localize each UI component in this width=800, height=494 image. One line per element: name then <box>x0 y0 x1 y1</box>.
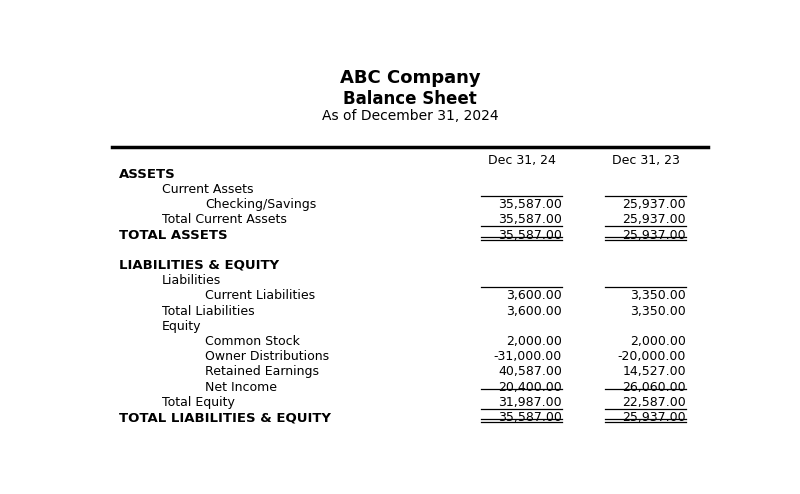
Text: Total Liabilities: Total Liabilities <box>162 305 254 318</box>
Text: 40,587.00: 40,587.00 <box>498 366 562 378</box>
Text: 3,350.00: 3,350.00 <box>630 289 686 302</box>
Text: 25,937.00: 25,937.00 <box>622 229 686 242</box>
Text: 35,587.00: 35,587.00 <box>498 198 562 211</box>
Text: Total Current Assets: Total Current Assets <box>162 213 287 226</box>
Text: 14,527.00: 14,527.00 <box>622 366 686 378</box>
Text: Balance Sheet: Balance Sheet <box>343 90 477 108</box>
Text: Owner Distributions: Owner Distributions <box>206 350 330 363</box>
Text: 26,060.00: 26,060.00 <box>622 381 686 394</box>
Text: LIABILITIES & EQUITY: LIABILITIES & EQUITY <box>118 259 278 272</box>
Text: 31,987.00: 31,987.00 <box>498 396 562 409</box>
Text: ABC Company: ABC Company <box>340 69 480 87</box>
Text: 22,587.00: 22,587.00 <box>622 396 686 409</box>
Text: Current Liabilities: Current Liabilities <box>206 289 315 302</box>
Text: 2,000.00: 2,000.00 <box>506 335 562 348</box>
Text: 3,350.00: 3,350.00 <box>630 305 686 318</box>
Text: Total Equity: Total Equity <box>162 396 235 409</box>
Text: Dec 31, 23: Dec 31, 23 <box>612 155 679 167</box>
Text: 35,587.00: 35,587.00 <box>498 213 562 226</box>
Text: Dec 31, 24: Dec 31, 24 <box>488 155 555 167</box>
Text: 3,600.00: 3,600.00 <box>506 289 562 302</box>
Text: Current Assets: Current Assets <box>162 183 254 196</box>
Text: 25,937.00: 25,937.00 <box>622 198 686 211</box>
Text: As of December 31, 2024: As of December 31, 2024 <box>322 110 498 124</box>
Text: 25,937.00: 25,937.00 <box>622 213 686 226</box>
Text: Equity: Equity <box>162 320 202 333</box>
Text: -31,000.00: -31,000.00 <box>494 350 562 363</box>
Text: 35,587.00: 35,587.00 <box>498 411 562 424</box>
Text: Liabilities: Liabilities <box>162 274 222 287</box>
Text: TOTAL ASSETS: TOTAL ASSETS <box>118 229 227 242</box>
Text: Net Income: Net Income <box>206 381 278 394</box>
Text: Retained Earnings: Retained Earnings <box>206 366 319 378</box>
Text: ASSETS: ASSETS <box>118 167 175 181</box>
Text: -20,000.00: -20,000.00 <box>618 350 686 363</box>
Text: 35,587.00: 35,587.00 <box>498 229 562 242</box>
Text: 20,400.00: 20,400.00 <box>498 381 562 394</box>
Text: Common Stock: Common Stock <box>206 335 300 348</box>
Text: 2,000.00: 2,000.00 <box>630 335 686 348</box>
Text: 3,600.00: 3,600.00 <box>506 305 562 318</box>
Text: Checking/Savings: Checking/Savings <box>206 198 317 211</box>
Text: 25,937.00: 25,937.00 <box>622 411 686 424</box>
Text: TOTAL LIABILITIES & EQUITY: TOTAL LIABILITIES & EQUITY <box>118 411 330 424</box>
